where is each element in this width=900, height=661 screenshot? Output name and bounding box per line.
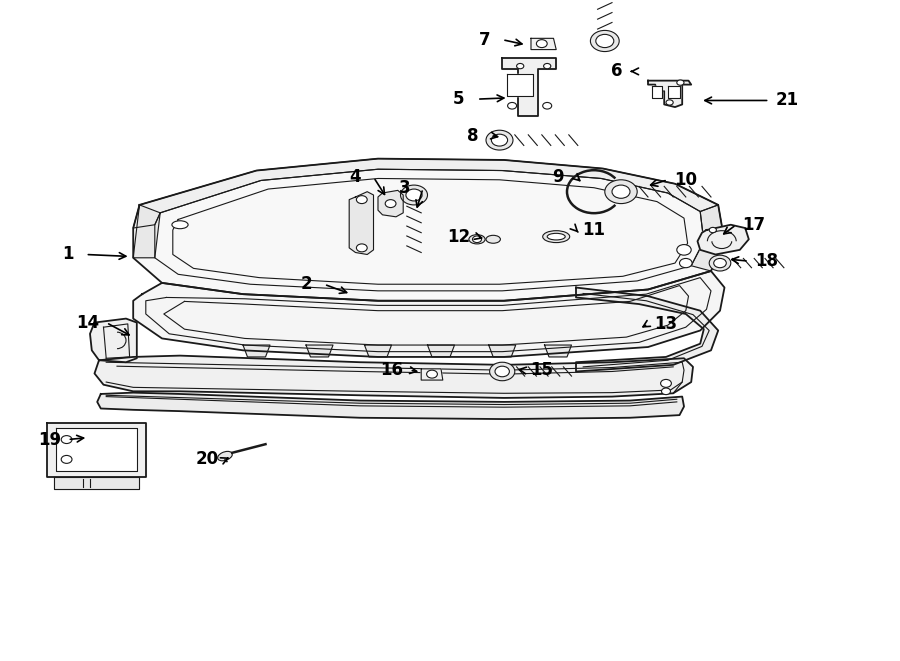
Polygon shape <box>133 205 160 258</box>
Polygon shape <box>47 423 146 477</box>
Ellipse shape <box>486 235 500 243</box>
Text: 20: 20 <box>195 450 219 469</box>
Ellipse shape <box>218 451 232 461</box>
Polygon shape <box>531 38 556 50</box>
Text: 2: 2 <box>301 275 311 293</box>
Circle shape <box>661 379 671 387</box>
Polygon shape <box>421 369 443 380</box>
Circle shape <box>662 388 670 395</box>
Circle shape <box>61 455 72 463</box>
Text: 5: 5 <box>454 90 464 108</box>
Polygon shape <box>94 356 693 398</box>
Circle shape <box>680 258 692 268</box>
Polygon shape <box>90 319 137 362</box>
Polygon shape <box>502 58 556 116</box>
Circle shape <box>517 63 524 69</box>
Polygon shape <box>652 86 662 98</box>
Polygon shape <box>306 345 333 357</box>
Circle shape <box>709 255 731 271</box>
Circle shape <box>612 185 630 198</box>
Polygon shape <box>691 205 725 271</box>
Circle shape <box>406 189 422 201</box>
Circle shape <box>508 102 517 109</box>
Ellipse shape <box>543 231 570 243</box>
Ellipse shape <box>172 221 188 229</box>
Text: 21: 21 <box>776 91 799 110</box>
Circle shape <box>677 80 684 85</box>
Text: 6: 6 <box>611 62 622 81</box>
Circle shape <box>666 100 673 105</box>
Polygon shape <box>489 345 516 357</box>
Polygon shape <box>668 86 680 98</box>
Circle shape <box>472 236 482 243</box>
Circle shape <box>427 370 437 378</box>
Circle shape <box>543 102 552 109</box>
Polygon shape <box>133 159 718 228</box>
Circle shape <box>495 366 509 377</box>
Text: 3: 3 <box>400 179 410 198</box>
Circle shape <box>536 40 547 48</box>
Circle shape <box>709 227 716 233</box>
Polygon shape <box>378 190 403 217</box>
Polygon shape <box>507 74 533 96</box>
Circle shape <box>544 63 551 69</box>
Ellipse shape <box>469 235 485 244</box>
Circle shape <box>61 436 72 444</box>
Text: 11: 11 <box>582 221 606 239</box>
Text: 19: 19 <box>38 430 61 449</box>
Text: 10: 10 <box>674 171 698 189</box>
Circle shape <box>491 134 508 146</box>
Circle shape <box>356 244 367 252</box>
Text: 1: 1 <box>62 245 73 264</box>
Circle shape <box>677 245 691 255</box>
Polygon shape <box>243 345 270 357</box>
Text: 12: 12 <box>447 227 471 246</box>
Circle shape <box>490 362 515 381</box>
Circle shape <box>356 196 367 204</box>
Text: 18: 18 <box>755 252 778 270</box>
Polygon shape <box>544 345 572 357</box>
Polygon shape <box>698 225 749 254</box>
Polygon shape <box>133 271 724 357</box>
Text: 13: 13 <box>654 315 678 333</box>
Text: 16: 16 <box>380 361 403 379</box>
Text: 17: 17 <box>742 215 766 234</box>
Polygon shape <box>54 477 139 489</box>
Polygon shape <box>56 428 137 471</box>
Circle shape <box>590 30 619 52</box>
Text: 8: 8 <box>467 126 478 145</box>
Polygon shape <box>349 192 373 254</box>
Circle shape <box>400 185 428 205</box>
Polygon shape <box>133 159 724 301</box>
Text: 14: 14 <box>76 313 100 332</box>
Polygon shape <box>648 81 691 107</box>
Text: 15: 15 <box>530 361 554 379</box>
Text: 4: 4 <box>350 168 361 186</box>
Circle shape <box>714 258 726 268</box>
Polygon shape <box>576 288 718 371</box>
Polygon shape <box>97 393 684 419</box>
Circle shape <box>596 34 614 48</box>
Circle shape <box>486 130 513 150</box>
Text: 9: 9 <box>553 168 563 186</box>
Text: 7: 7 <box>479 30 490 49</box>
Circle shape <box>385 200 396 208</box>
Polygon shape <box>428 345 454 357</box>
Polygon shape <box>364 345 392 357</box>
Circle shape <box>605 180 637 204</box>
Ellipse shape <box>547 233 565 240</box>
